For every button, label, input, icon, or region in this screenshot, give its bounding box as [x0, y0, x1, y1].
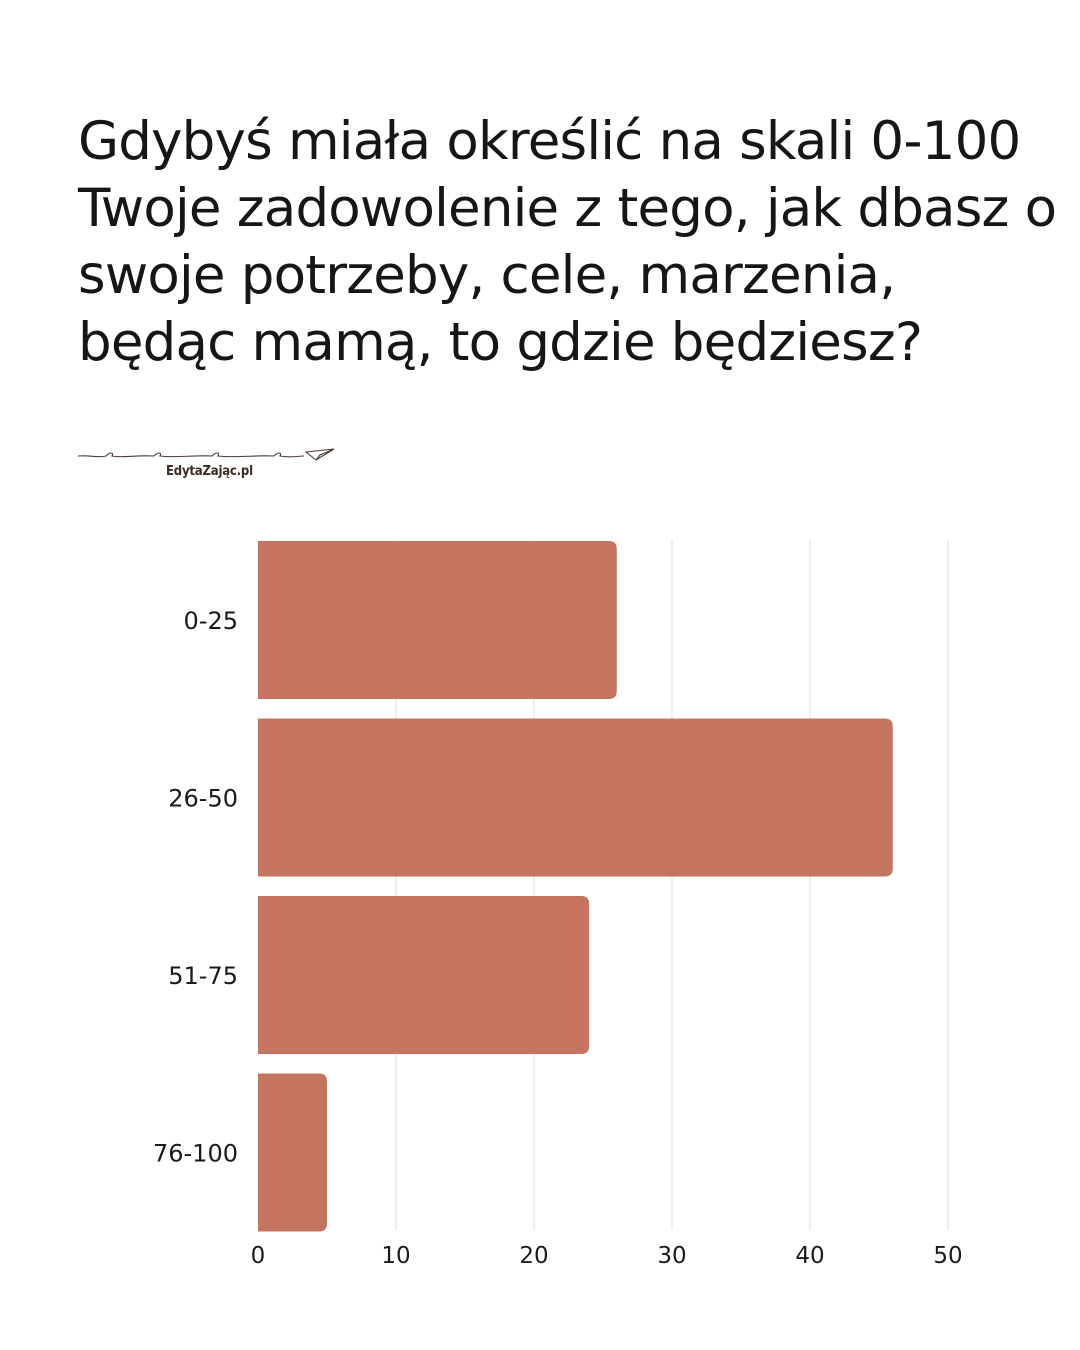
bar-0-25: [258, 541, 617, 699]
x-tick-label-50: 50: [933, 1243, 962, 1269]
category-label-76-100: 76-100: [153, 1140, 238, 1168]
x-tick-label-30: 30: [657, 1243, 686, 1269]
x-tick-label-40: 40: [795, 1243, 824, 1269]
bar-76-100: [258, 1073, 327, 1232]
bar-chart: 0-25 26-50 51-75 76-100 0 10 20 30 40 50: [153, 540, 963, 1269]
bar-51-75: [258, 896, 590, 1054]
chart-title: Gdybyś miała określić na skali 0-100 Two…: [78, 111, 1057, 373]
brand-name: EdytaZając.pl: [166, 464, 253, 479]
brand-signature: EdytaZając.pl: [76, 446, 338, 486]
category-label-26-50: 26-50: [168, 785, 238, 813]
x-tick-label-0: 0: [251, 1243, 266, 1269]
x-tick-label-10: 10: [381, 1243, 410, 1269]
x-tick-label-20: 20: [519, 1243, 548, 1269]
bar-26-50: [258, 718, 893, 877]
category-label-0-25: 0-25: [184, 607, 238, 635]
category-label-51-75: 51-75: [168, 962, 238, 990]
paper-plane-doodle-icon: [77, 448, 335, 461]
